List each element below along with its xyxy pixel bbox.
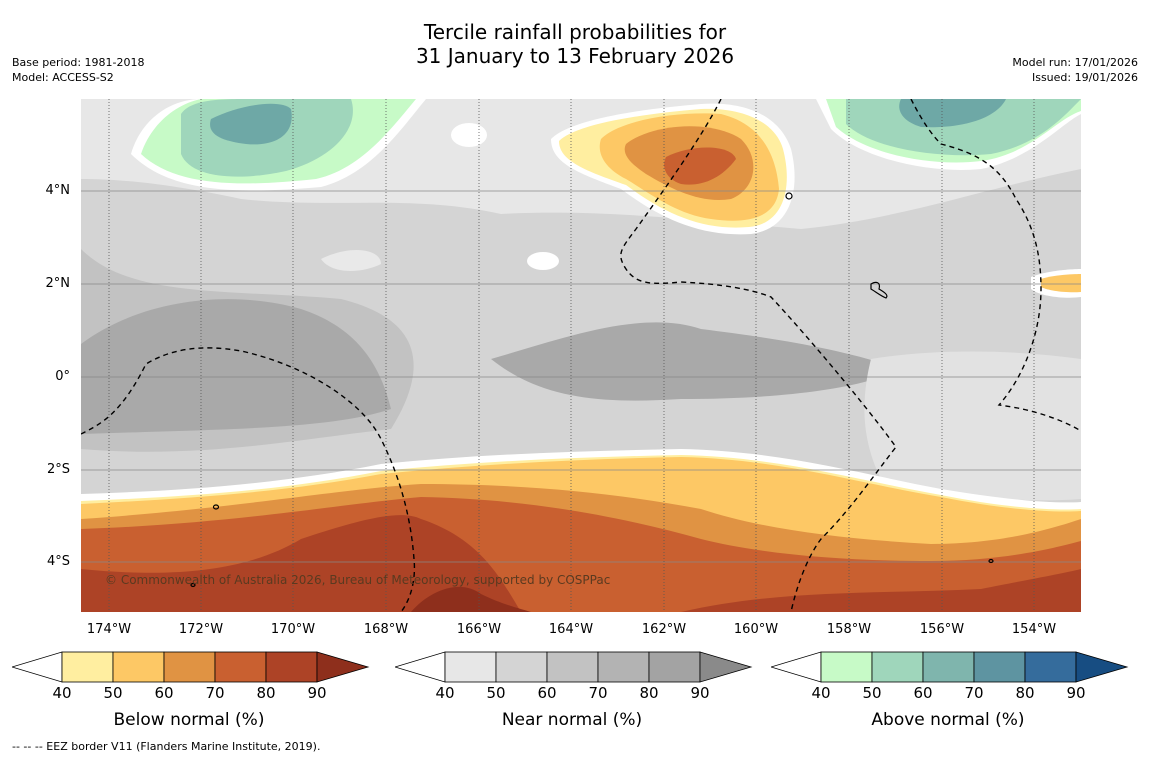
island-1 [212,504,220,510]
colorbar-above-normal-swatches [771,651,1129,683]
near-normal-dark-west [81,299,391,434]
model-name: Model: ACCESS-S2 [12,71,114,84]
lon-label-160w: 160°W [733,622,779,637]
near-normal-dark-center [491,322,901,401]
cb0-seg-0 [12,651,63,683]
cb2-label: Above normal (%) [871,710,1025,730]
cb0-label: Below normal (%) [113,710,265,730]
cb2-tick-40: 40 [811,684,831,702]
eez-footer-note: -- -- -- EEZ border V11 (Flanders Marine… [12,740,321,753]
cb1-seg-0 [395,651,446,683]
cb1-tick-80: 80 [639,684,659,702]
cb1-seg-5 [648,651,701,683]
lat-gridlines [81,190,1081,563]
cb2-seg-0 [771,651,822,683]
below-normal-north-80 [664,147,736,185]
probability-map [81,99,1081,612]
cb0-seg-5 [265,651,318,683]
lon-label-156w: 156°W [919,622,965,637]
cb1-tick-50: 50 [486,684,506,702]
cb0-seg-1 [61,651,114,683]
cb2-tick-90: 90 [1066,684,1086,702]
cb1-seg-2 [495,651,548,683]
cb1-tick-90: 90 [690,684,710,702]
lon-label-172w: 172°W [178,622,224,637]
white-patch-1 [321,249,381,271]
lon-label-162w: 162°W [641,622,687,637]
cb1-tick-60: 60 [537,684,557,702]
lon-label-174w: 174°W [86,622,132,637]
island-2 [785,192,793,200]
above-normal-ne-70 [899,99,1006,128]
cb1-seg-1 [444,651,497,683]
issued-date: Issued: 19/01/2026 [1031,71,1138,84]
lon-label-154w: 154°W [1011,622,1057,637]
island-kiritimati [870,281,888,299]
lon-label-166w: 166°W [456,622,502,637]
cb2-seg-1 [820,651,873,683]
cb1-tick-40: 40 [435,684,455,702]
map-title: Tercile rainfall probabilities for 31 Ja… [0,20,1150,68]
near-normal-light-east [864,351,1081,501]
cb0-tick-40: 40 [52,684,72,702]
cb0-seg-3 [163,651,216,683]
base-period: Base period: 1981-2018 [12,56,145,69]
cb1-label: Near normal (%) [501,710,643,730]
copyright-notice: © Commonwealth of Australia 2026, Bureau… [105,573,611,587]
meta-left: Base period: 1981-2018 Model: ACCESS-S2 [12,55,144,85]
cb0-tick-60: 60 [154,684,174,702]
lat-label-2s: 2°S [46,462,70,477]
lat-label-4s: 4°S [46,554,70,569]
cb1-tick-70: 70 [588,684,608,702]
island-3 [988,558,994,564]
below-normal-south-90-east [681,569,1081,612]
below-normal-south-90 [81,515,521,612]
cb2-seg-5 [1024,651,1077,683]
meta-right: Model run: 17/01/2026 Issued: 19/01/2026 [1012,55,1138,85]
eez-border-east [910,99,1081,432]
cb1-seg-4 [597,651,650,683]
cb0-tick-50: 50 [103,684,123,702]
island-4 [190,582,196,588]
white-patch-3 [451,123,487,147]
lon-label-168w: 168°W [363,622,409,637]
lon-label-164w: 164°W [548,622,594,637]
cb1-seg-6 [699,651,753,683]
eez-border-center [620,99,897,612]
lon-label-158w: 158°W [826,622,872,637]
eez-border-west [81,347,416,612]
cb0-tick-70: 70 [205,684,225,702]
cb2-tick-50: 50 [862,684,882,702]
cb2-seg-4 [973,651,1026,683]
cb0-tick-80: 80 [256,684,276,702]
cb0-tick-90: 90 [307,684,327,702]
white-patch-2 [527,252,559,270]
cb2-tick-60: 60 [913,684,933,702]
title-line-2: 31 January to 13 February 2026 [415,44,735,68]
cb2-seg-2 [871,651,924,683]
eez-borders [81,99,1081,612]
cb0-seg-4 [214,651,267,683]
cb2-seg-6 [1075,651,1129,683]
cb2-seg-3 [922,651,975,683]
cb0-seg-2 [112,651,165,683]
model-run: Model run: 17/01/2026 [1012,56,1138,69]
lat-label-2n: 2°N [45,276,71,291]
lon-label-170w: 170°W [270,622,316,637]
above-normal-nw-70 [210,103,292,145]
colorbar-below-normal-swatches [12,651,370,683]
title-line-1: Tercile rainfall probabilities for [423,20,727,44]
cb1-seg-3 [546,651,599,683]
islands [190,192,994,588]
cb0-seg-6 [316,651,370,683]
cb2-tick-80: 80 [1015,684,1035,702]
lat-label-0: 0° [55,369,70,384]
lat-label-4n: 4°N [45,183,71,198]
colorbar-near-normal-swatches [395,651,753,683]
cb2-tick-70: 70 [964,684,984,702]
below-normal-east-inner [1041,274,1081,293]
below-normal-south-95 [411,586,531,612]
